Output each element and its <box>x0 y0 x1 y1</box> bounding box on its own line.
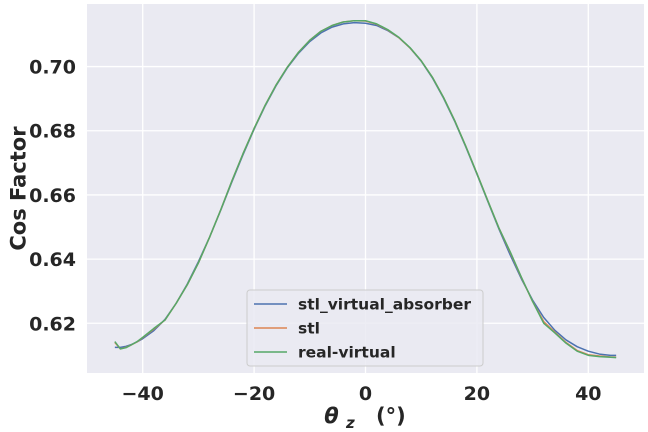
x-tick-label: 0 <box>359 383 372 405</box>
x-tick-label: −40 <box>122 383 164 405</box>
legend-label-stl_virtual_absorber: stl_virtual_absorber <box>298 296 471 314</box>
x-tick-label: 20 <box>464 383 490 405</box>
x-tick-label: −20 <box>233 383 275 405</box>
series-line-real-virtual <box>114 19 617 359</box>
legend-label-stl: stl <box>298 320 320 338</box>
y-tick-label: 0.68 <box>29 121 76 143</box>
legend-box <box>246 289 484 367</box>
y-tick-label: 0.64 <box>29 249 76 271</box>
y-axis-ticks: 0.62 0.64 0.66 0.68 0.70 <box>29 57 76 336</box>
x-axis-unit: (°) <box>376 404 406 428</box>
x-axis-symbol: θ <box>324 404 338 428</box>
y-tick-label: 0.62 <box>29 313 76 335</box>
y-tick-label: 0.70 <box>29 57 76 79</box>
x-axis-label: θ z (°) <box>324 404 406 432</box>
series-lines <box>114 19 617 359</box>
legend-label-real-virtual: real-virtual <box>298 344 396 362</box>
x-axis-subscript: z <box>345 414 355 432</box>
x-axis-ticks: −40 −20 0 20 40 <box>122 383 602 405</box>
x-tick-label: 40 <box>575 383 601 405</box>
y-axis-label: Cos Factor <box>6 126 30 251</box>
y-tick-label: 0.66 <box>29 185 76 207</box>
